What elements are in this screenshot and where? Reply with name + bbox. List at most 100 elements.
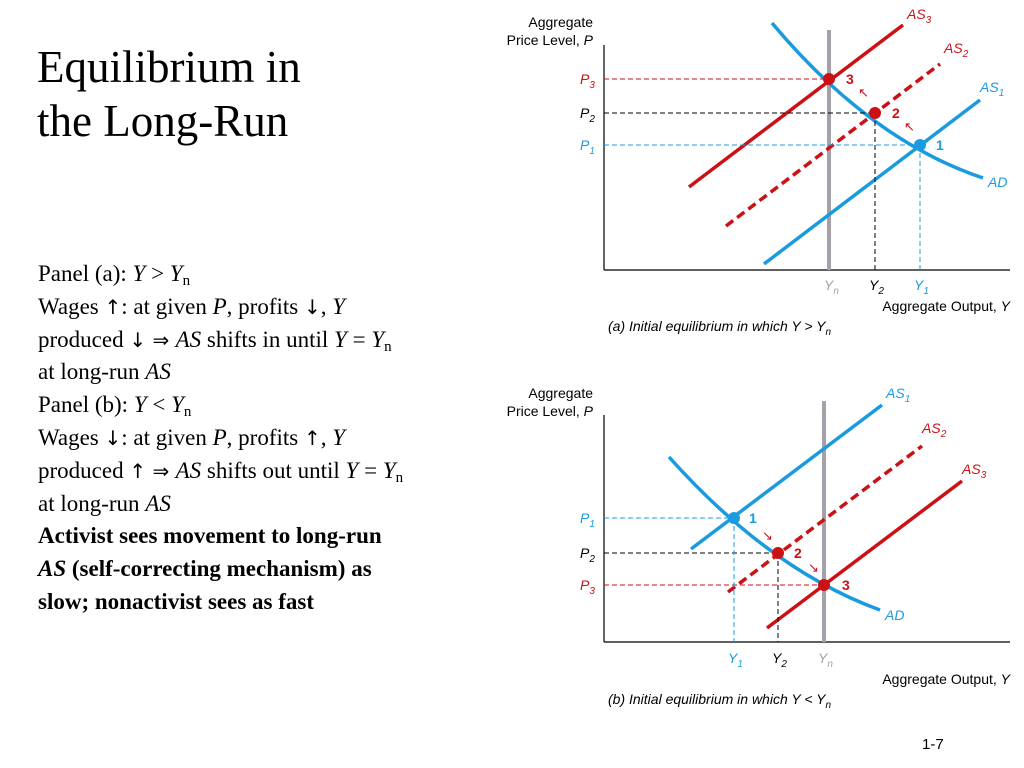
point-2-label: 2 [892,105,900,121]
var-as: AS [175,326,202,352]
var-as: AS [175,457,202,483]
panel-a-condition: Panel (a): Y > Yn [38,258,508,291]
long-run-text: at long-run [38,359,146,385]
long-run-text: at long-run [38,490,146,516]
slide-title: Equilibrium in the Long-Run [37,40,477,148]
profits-text: , profits [226,424,304,450]
y1-label: Y1 [728,650,743,670]
panel-b-condition: Panel (b): Y < Yn [38,389,508,422]
panel-b-produced-line: produced ↑ ⇒ AS shifts out until Y = Yn [38,455,508,488]
as3-curve [765,479,964,630]
as2-label: AS2 [943,40,969,60]
up-arrow-icon: ↑ [129,458,147,483]
as1-label: AS1 [885,385,910,405]
panel-a-caption: (a) Initial equilibrium in which Y > Yn [608,318,832,338]
explanation-text: Panel (a): Y > Yn Wages ↑: at given P, p… [38,258,508,619]
panel-b-label: Panel (b): [38,392,134,418]
ad-label: AD [884,607,904,623]
wages-text: Wages [38,424,105,450]
movement-arrow-icon: ↖ [858,85,869,100]
var-yn: Y [371,326,385,352]
var-y: Y [334,326,347,352]
implies-icon: ⇒ [146,327,176,352]
point-3-label: 3 [842,577,850,593]
y1-label: Y1 [914,277,929,297]
as1-curve [762,98,982,266]
activist-line-3: slow; nonactivist sees as fast [38,588,314,614]
at-given-text: : at given [121,293,213,319]
as2-curve [726,444,924,594]
var-y: Y [332,424,346,450]
down-arrow-icon: ↓ [104,425,122,450]
yn-label: Yn [818,650,833,670]
equilibrium-point-3 [818,579,830,591]
as3-label: AS3 [906,6,932,26]
panel-a-wages-line: Wages ↑: at given P, profits ↓, Y [38,291,508,324]
title-line-2: the Long-Run [37,96,289,146]
p1-label: P1 [580,510,595,530]
equilibrium-point-3 [823,73,835,85]
y2-label: Y2 [869,277,884,297]
activist-line-2: AS (self-correcting mechanism) as [38,553,508,586]
equilibrium-point-2 [869,107,881,119]
yn-label: Yn [824,277,839,297]
var-y: Y [133,392,147,418]
panel-b-long-run-line: at long-run AS [38,488,508,521]
ad-label: AD [987,174,1007,190]
greater-than: > [145,261,170,286]
at-given-text: : at given [121,424,213,450]
as1-curve [689,403,884,551]
produced-text: produced [38,326,130,352]
self-correcting-text: (self-correcting mechanism) as [66,556,372,582]
panel-b-diagram: ↘ ↘ 1 2 3 AS1 AS2 AS3 AD P1 P2 P3 Y1 Y2 … [507,385,1012,711]
title-line-1: Equilibrium in [37,42,301,92]
var-yn: Y [382,457,396,483]
y-axis-label-line-2: Price Level, P [507,32,594,48]
var-y: Y [132,261,146,286]
var-yn: Y [169,261,183,286]
subscript-n: n [182,273,191,289]
p2-label: P2 [580,545,595,565]
subscript-n: n [183,404,192,421]
x-axis-label: Aggregate Output, Y [882,671,1011,687]
p3-label: P3 [580,577,595,597]
as2-label: AS2 [921,420,947,440]
subscript-n: n [395,469,404,486]
point-1-label: 1 [936,137,944,153]
var-y: Y [332,293,346,319]
ad-curve [770,21,984,180]
less-than: < [146,392,172,418]
panel-b-wages-line: Wages ↓: at given P, profits ↑, Y [38,422,508,455]
y-axis-label-line-1: Aggregate [528,385,593,401]
wages-text: Wages [38,293,105,319]
profits-text: , profits [226,293,304,319]
point-3-label: 3 [846,71,854,87]
point-2-label: 2 [794,545,802,561]
equilibrium-point-1 [914,139,926,151]
panel-a-long-run-line: at long-run AS [38,356,508,389]
as1-label: AS1 [979,79,1004,99]
var-yn: Y [171,392,184,418]
up-arrow-icon: ↑ [303,425,321,450]
shifts-in-text: shifts in until [201,326,335,352]
panel-a-diagram: ↖ ↖ 3 2 1 AS3 AS2 AS1 AD P3 P2 P1 Yn Y2 … [507,6,1012,338]
shifts-out-text: shifts out until [201,457,346,483]
movement-arrow-icon: ↖ [904,119,915,134]
subscript-n: n [384,338,392,355]
var-y: Y [345,457,359,483]
produced-text: produced [38,457,130,483]
equals-text: = [358,457,383,483]
equilibrium-point-1 [728,512,740,524]
panel-b-caption: (b) Initial equilibrium in which Y < Yn [608,691,832,711]
as3-label: AS3 [961,461,987,481]
comma-text: , [320,424,333,450]
y2-label: Y2 [772,650,787,670]
down-arrow-icon: ↓ [303,294,321,319]
slide-number: 1-7 [922,736,944,753]
equals-text: = [346,326,372,352]
y-axis-label-line-2: Price Level, P [507,403,594,419]
as3-curve [687,23,905,189]
p3-label: P3 [580,71,595,91]
implies-icon: ⇒ [146,458,176,483]
panel-a-label: Panel (a): [38,261,133,286]
